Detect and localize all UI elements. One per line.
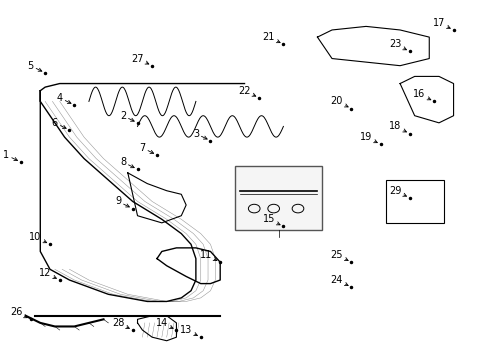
Text: 28: 28 bbox=[112, 318, 129, 328]
Bar bbox=[385, 180, 443, 223]
Text: 29: 29 bbox=[388, 186, 406, 196]
Text: 14: 14 bbox=[155, 318, 173, 328]
Text: 21: 21 bbox=[262, 32, 280, 42]
Text: 15: 15 bbox=[262, 214, 280, 225]
Text: 8: 8 bbox=[120, 157, 134, 168]
Text: 12: 12 bbox=[39, 268, 56, 278]
Text: 2: 2 bbox=[120, 111, 134, 121]
Text: 13: 13 bbox=[180, 325, 197, 336]
Text: 1: 1 bbox=[3, 150, 18, 161]
Text: 5: 5 bbox=[27, 61, 42, 71]
Text: 4: 4 bbox=[57, 93, 71, 103]
Text: 17: 17 bbox=[432, 18, 449, 28]
Text: 6: 6 bbox=[52, 118, 66, 129]
Text: 25: 25 bbox=[330, 250, 347, 261]
Text: 22: 22 bbox=[238, 86, 255, 96]
Text: 3: 3 bbox=[192, 129, 207, 139]
Text: 16: 16 bbox=[412, 89, 430, 100]
Text: 24: 24 bbox=[330, 275, 347, 285]
Text: 9: 9 bbox=[115, 197, 129, 207]
Text: 26: 26 bbox=[10, 307, 27, 318]
Text: 7: 7 bbox=[139, 143, 153, 153]
Text: 11: 11 bbox=[199, 250, 216, 261]
Text: 18: 18 bbox=[388, 121, 406, 132]
Text: 23: 23 bbox=[388, 39, 406, 50]
Bar bbox=[234, 166, 322, 230]
Text: 19: 19 bbox=[359, 132, 377, 143]
Text: 20: 20 bbox=[330, 96, 347, 107]
Text: 10: 10 bbox=[29, 232, 46, 243]
Text: 27: 27 bbox=[131, 54, 148, 64]
